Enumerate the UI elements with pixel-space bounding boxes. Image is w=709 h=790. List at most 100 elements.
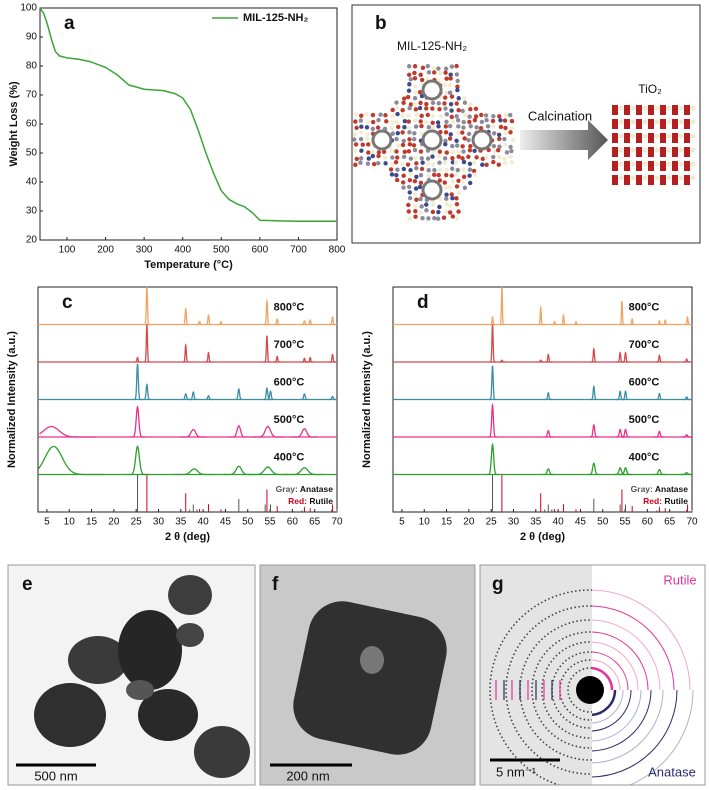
atom	[402, 118, 408, 124]
atom	[413, 124, 419, 129]
atom	[436, 124, 441, 129]
atom	[441, 215, 447, 220]
particle	[176, 623, 204, 647]
atom	[426, 70, 432, 75]
peak	[590, 347, 598, 363]
atom	[690, 175, 696, 181]
reference-legend: Gray: Anatase	[631, 484, 689, 494]
atom	[437, 178, 443, 183]
atom	[491, 159, 496, 165]
peak	[684, 315, 691, 326]
atom	[352, 132, 358, 137]
atom	[624, 161, 630, 171]
atom	[425, 63, 430, 69]
atom	[462, 112, 468, 118]
atom	[420, 216, 425, 221]
atom	[455, 87, 460, 93]
image-half	[592, 565, 705, 785]
series-label: 800°C	[629, 302, 660, 314]
panel-label: a	[64, 13, 75, 34]
atom	[672, 147, 678, 157]
atom	[418, 180, 424, 185]
peak	[654, 430, 665, 438]
atom	[684, 133, 690, 143]
atom	[447, 90, 453, 95]
atom	[672, 105, 678, 115]
atom	[484, 118, 489, 123]
atom	[495, 147, 501, 153]
atom	[419, 166, 425, 172]
atom	[426, 173, 431, 179]
reference-name: Anatase	[655, 484, 688, 494]
atom	[437, 204, 442, 210]
reference-name: Rutile	[309, 496, 333, 506]
series-label: 600°C	[274, 377, 305, 389]
atom	[426, 167, 431, 173]
atom	[497, 114, 502, 119]
atom	[672, 133, 678, 143]
atom	[484, 162, 489, 167]
atom	[435, 216, 441, 221]
atom	[468, 124, 473, 129]
atom	[360, 142, 365, 147]
atom	[455, 143, 460, 148]
x-axis-title: 2 θ (deg)	[165, 531, 210, 543]
atom	[454, 114, 459, 119]
atom	[413, 214, 418, 219]
atom	[612, 147, 618, 157]
diffraction-rings	[489, 589, 694, 785]
peak	[306, 356, 314, 363]
atom	[460, 130, 465, 135]
x-tick-label: 5	[399, 517, 405, 528]
atom	[414, 174, 419, 179]
atom	[376, 117, 381, 123]
atom	[401, 185, 406, 190]
x-tick-label: 300	[136, 245, 153, 256]
atom	[456, 178, 461, 184]
y-axis-title: Normalized Intensity (a.u.)	[361, 331, 373, 468]
y-tick-label: 30	[26, 206, 38, 217]
peak	[204, 395, 213, 401]
atom	[425, 156, 431, 161]
atom	[354, 125, 359, 130]
atom	[491, 143, 497, 149]
peak	[181, 393, 191, 401]
x-tick-label: 70	[686, 517, 698, 528]
particle	[293, 601, 447, 755]
atom	[443, 70, 448, 75]
atom	[400, 142, 406, 148]
peak	[129, 405, 146, 438]
atom	[411, 143, 417, 148]
atom	[366, 142, 371, 147]
atom	[358, 136, 364, 142]
atom	[370, 150, 375, 155]
x-tick-label: 30	[153, 517, 165, 528]
peak	[223, 465, 255, 476]
atom	[648, 105, 654, 115]
atom	[401, 96, 407, 101]
x-tick-label: 25	[131, 517, 143, 528]
x-tick-label: 15	[441, 517, 453, 528]
micrograph-g: g Rutile Anatase 5 nm⁻¹	[479, 564, 706, 786]
atom	[437, 107, 442, 112]
atom	[466, 154, 471, 160]
y-tick-label: 90	[26, 32, 38, 43]
atom	[365, 132, 370, 137]
atom	[395, 111, 400, 117]
peak	[299, 393, 309, 401]
atom	[648, 119, 654, 129]
x-tick-label: 40	[198, 517, 210, 528]
atom	[636, 175, 642, 185]
atom	[443, 106, 448, 111]
ring	[531, 631, 592, 749]
peak	[544, 391, 553, 401]
peak	[489, 315, 496, 326]
peak	[142, 383, 152, 401]
atom	[503, 130, 509, 135]
atom	[485, 124, 491, 129]
peak	[263, 335, 271, 363]
atom	[406, 64, 412, 69]
atom	[413, 118, 418, 123]
peak	[143, 324, 151, 363]
atom	[413, 208, 418, 214]
